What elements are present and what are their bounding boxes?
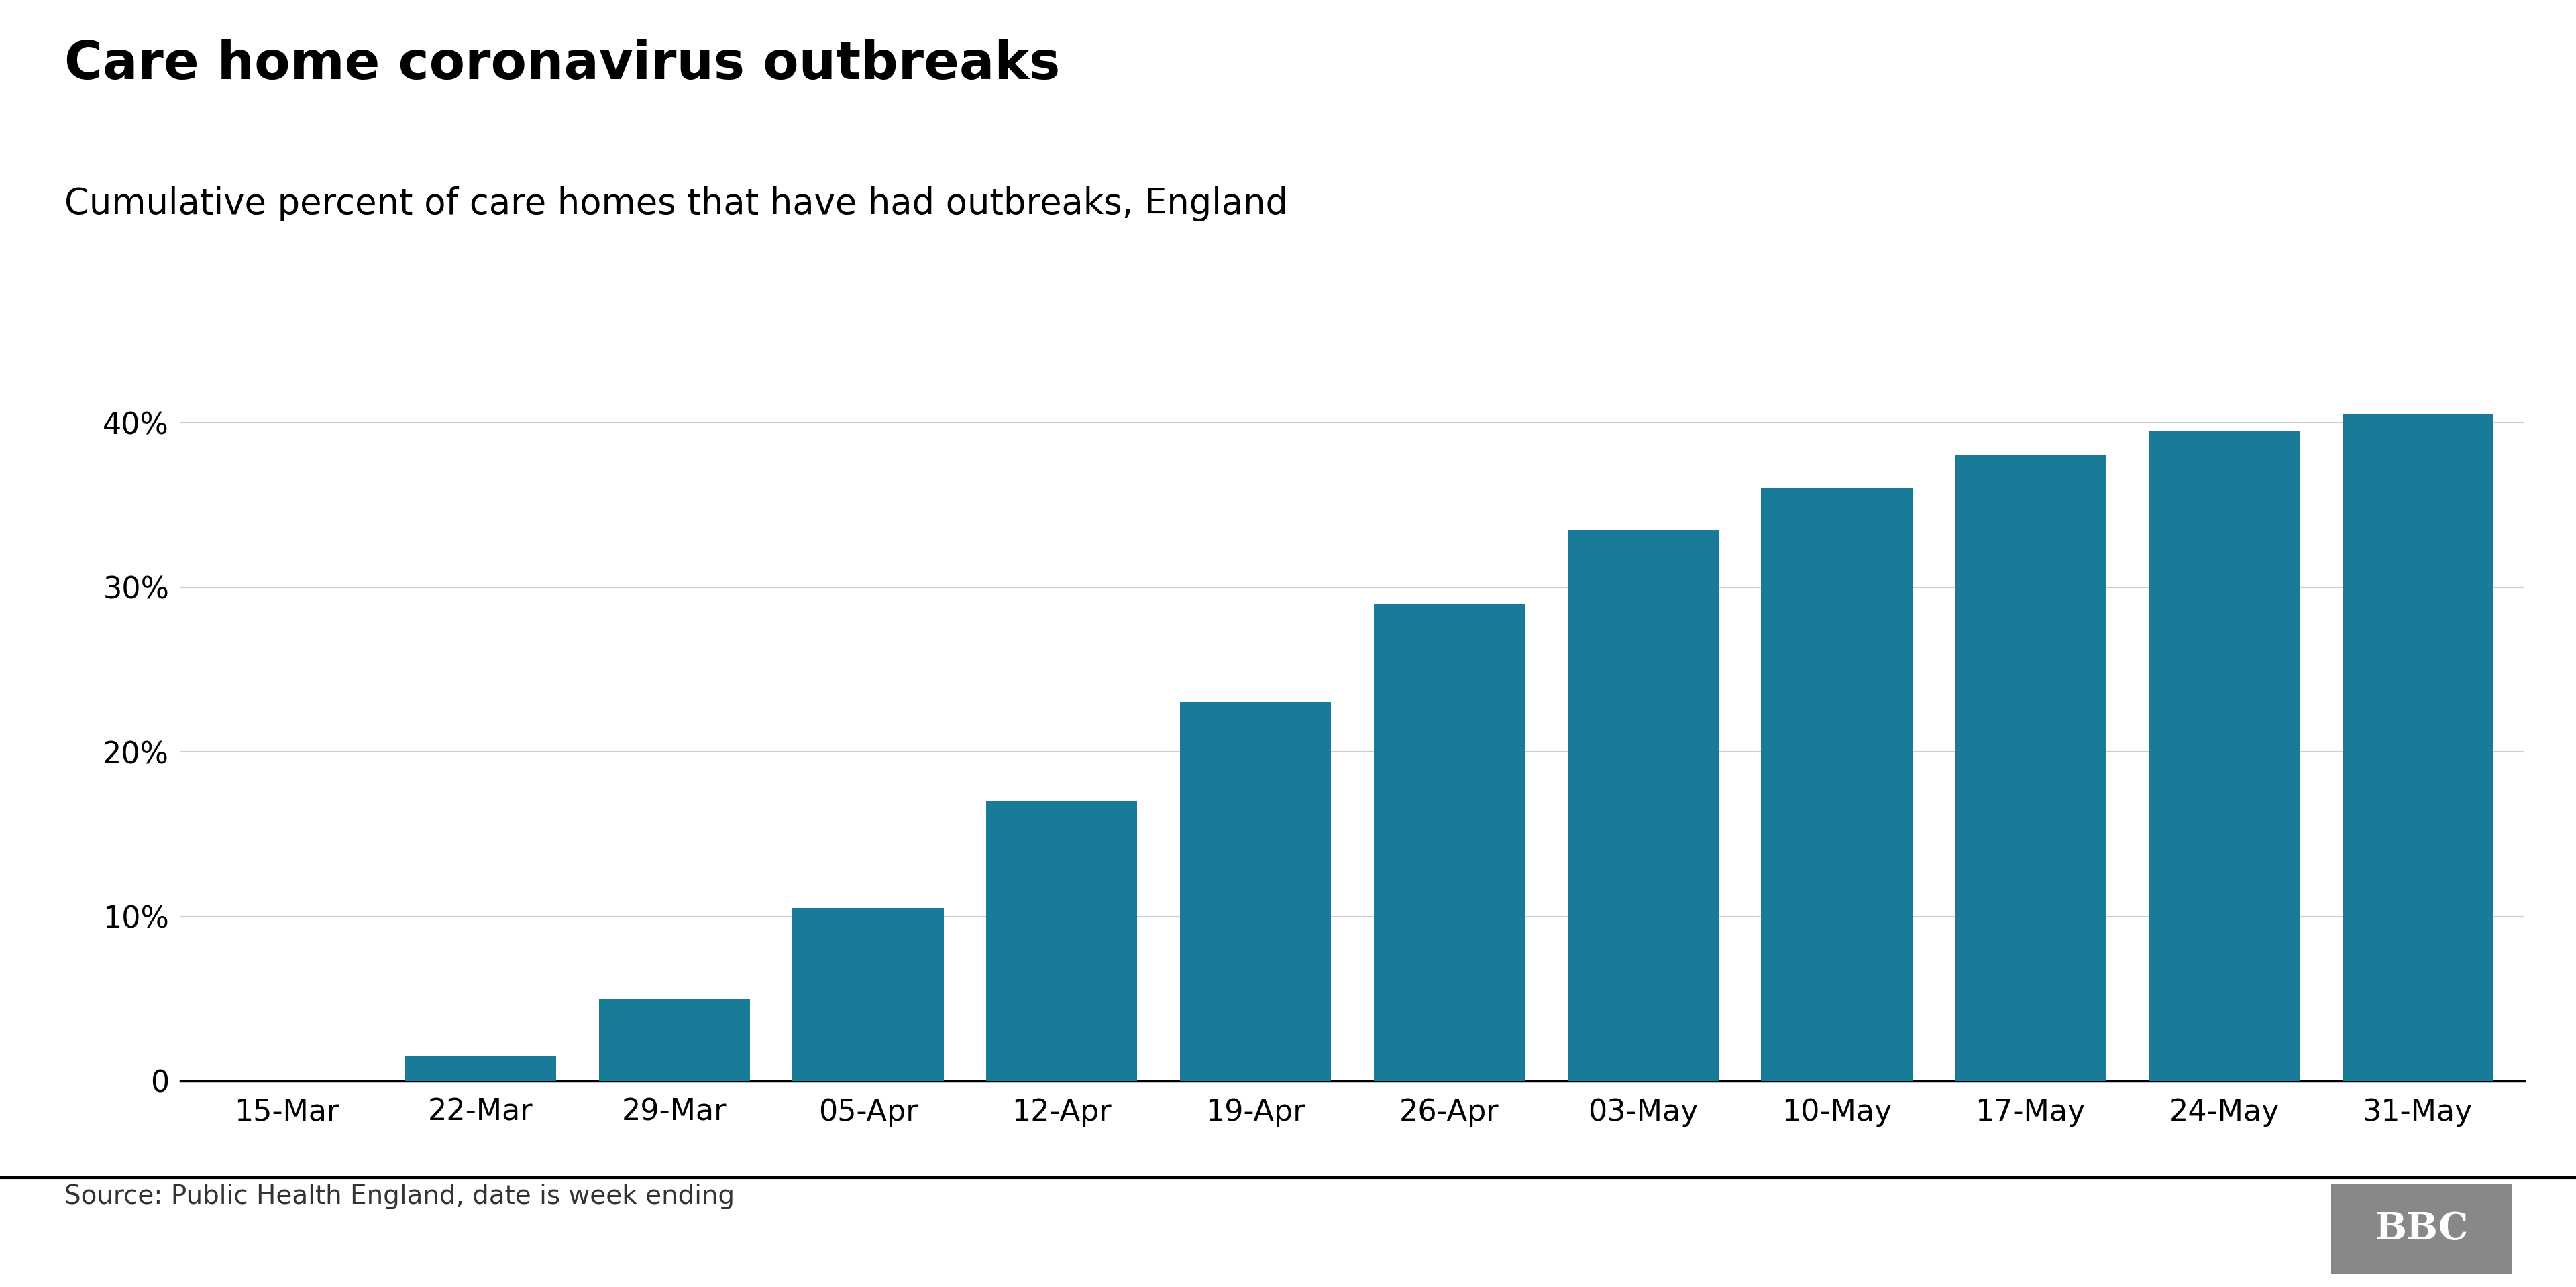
Bar (2342, 414, 2494, 1081)
Bar (2148, 431, 2300, 1081)
Bar (793, 909, 943, 1081)
Text: BBC: BBC (2375, 1211, 2468, 1247)
Text: Source: Public Health England, date is week ending: Source: Public Health England, date is w… (64, 1184, 734, 1210)
Bar (1180, 703, 1332, 1081)
Bar (1762, 489, 1911, 1081)
Bar (1566, 530, 1718, 1081)
Bar (404, 1057, 556, 1081)
Bar (1955, 456, 2107, 1081)
Text: Care home coronavirus outbreaks: Care home coronavirus outbreaks (64, 39, 1061, 90)
Text: Cumulative percent of care homes that have had outbreaks, England: Cumulative percent of care homes that ha… (64, 187, 1288, 221)
Bar (1373, 604, 1525, 1081)
Bar (987, 802, 1139, 1081)
Bar (598, 999, 750, 1081)
